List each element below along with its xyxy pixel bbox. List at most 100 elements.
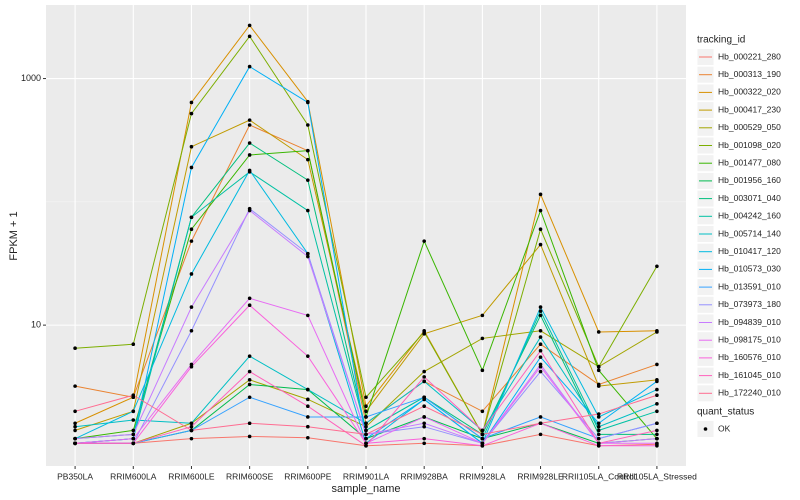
data-point [247, 34, 252, 39]
legend-label: Hb_005714_140 [718, 228, 781, 238]
data-point [655, 421, 659, 426]
data-point [538, 242, 543, 247]
data-point [73, 436, 77, 441]
x-tick-label: PB350LA [57, 471, 93, 481]
data-point [364, 424, 368, 429]
data-point [131, 342, 136, 347]
data-point [306, 254, 310, 259]
data-point [538, 328, 543, 333]
data-point [422, 404, 426, 408]
data-point [364, 441, 368, 446]
data-point [306, 123, 310, 127]
data-point [422, 330, 426, 334]
data-point [422, 421, 426, 426]
data-point [422, 379, 426, 384]
data-point [247, 354, 252, 358]
legend-label: Hb_001956_160 [718, 175, 781, 185]
data-point [538, 369, 543, 374]
data-point [73, 409, 77, 414]
data-point [189, 421, 194, 426]
data-point [655, 441, 659, 446]
x-tick-label: RRIM928LE [517, 471, 564, 481]
data-point [655, 264, 659, 269]
data-point [596, 330, 601, 334]
data-point [538, 355, 543, 359]
data-point [306, 157, 310, 162]
data-point [189, 364, 194, 369]
data-point [538, 227, 543, 231]
legend-label: Hb_013591_010 [718, 281, 781, 291]
data-point [247, 382, 252, 387]
data-point [655, 432, 659, 437]
data-point [306, 424, 310, 429]
data-point [306, 208, 310, 213]
data-point [596, 421, 601, 426]
data-point [655, 409, 659, 414]
y-tick-label: 10 [31, 319, 41, 329]
data-point [480, 443, 485, 448]
data-point [655, 362, 659, 367]
data-point [422, 375, 426, 379]
data-point [306, 313, 310, 318]
data-point [247, 153, 252, 157]
data-point [364, 404, 368, 408]
x-tick-label: RRIM928BA [401, 471, 449, 481]
data-point [131, 432, 136, 437]
legend-label: Hb_098175_010 [718, 334, 781, 344]
data-point [131, 436, 136, 441]
data-point [596, 424, 601, 429]
data-point [247, 64, 252, 69]
data-point [655, 436, 659, 441]
data-point [247, 168, 252, 173]
data-point [480, 432, 485, 437]
legend-label: Hb_001098_020 [718, 140, 781, 150]
data-point [480, 428, 485, 433]
data-point [189, 215, 194, 220]
data-point [306, 415, 310, 419]
data-point [480, 436, 485, 441]
x-tick-label: RRII105LA_Control [562, 471, 636, 481]
data-point [538, 432, 543, 437]
data-point [480, 313, 485, 318]
data-point [189, 144, 194, 149]
data-point [422, 239, 426, 243]
legend-swatch [703, 427, 708, 431]
data-point [596, 364, 601, 369]
data-point [538, 342, 543, 347]
data-point [480, 441, 485, 446]
data-point [131, 418, 136, 422]
legend-label: Hb_000417_230 [718, 104, 781, 114]
data-point [655, 443, 659, 448]
data-point [422, 441, 426, 446]
legend-label: Hb_073973_180 [718, 299, 781, 309]
legend-label: Hb_010417_120 [718, 246, 781, 256]
data-point [480, 409, 485, 414]
data-point [655, 379, 659, 384]
data-point [655, 387, 659, 392]
data-point [73, 384, 77, 388]
data-point [538, 364, 543, 369]
data-point [73, 441, 77, 446]
legend-label: Hb_003071_040 [718, 193, 781, 203]
data-point [189, 428, 194, 433]
data-point [538, 335, 543, 339]
data-point [655, 402, 659, 406]
data-point [538, 415, 543, 419]
legend-label: Hb_094839_010 [718, 317, 781, 327]
data-point [538, 313, 543, 318]
x-tick-label: RRIM600PE [284, 471, 332, 481]
data-point [364, 432, 368, 437]
data-point [480, 368, 485, 373]
data-point [538, 208, 543, 213]
data-point [189, 227, 194, 231]
data-point [131, 409, 136, 414]
data-point [189, 111, 194, 116]
data-point [131, 393, 136, 398]
legend-label: Hb_160576_010 [718, 352, 781, 362]
data-point [364, 428, 368, 433]
legend-title: quant_status [697, 407, 754, 418]
data-point [364, 409, 368, 414]
data-point [422, 424, 426, 429]
data-point [189, 165, 194, 170]
